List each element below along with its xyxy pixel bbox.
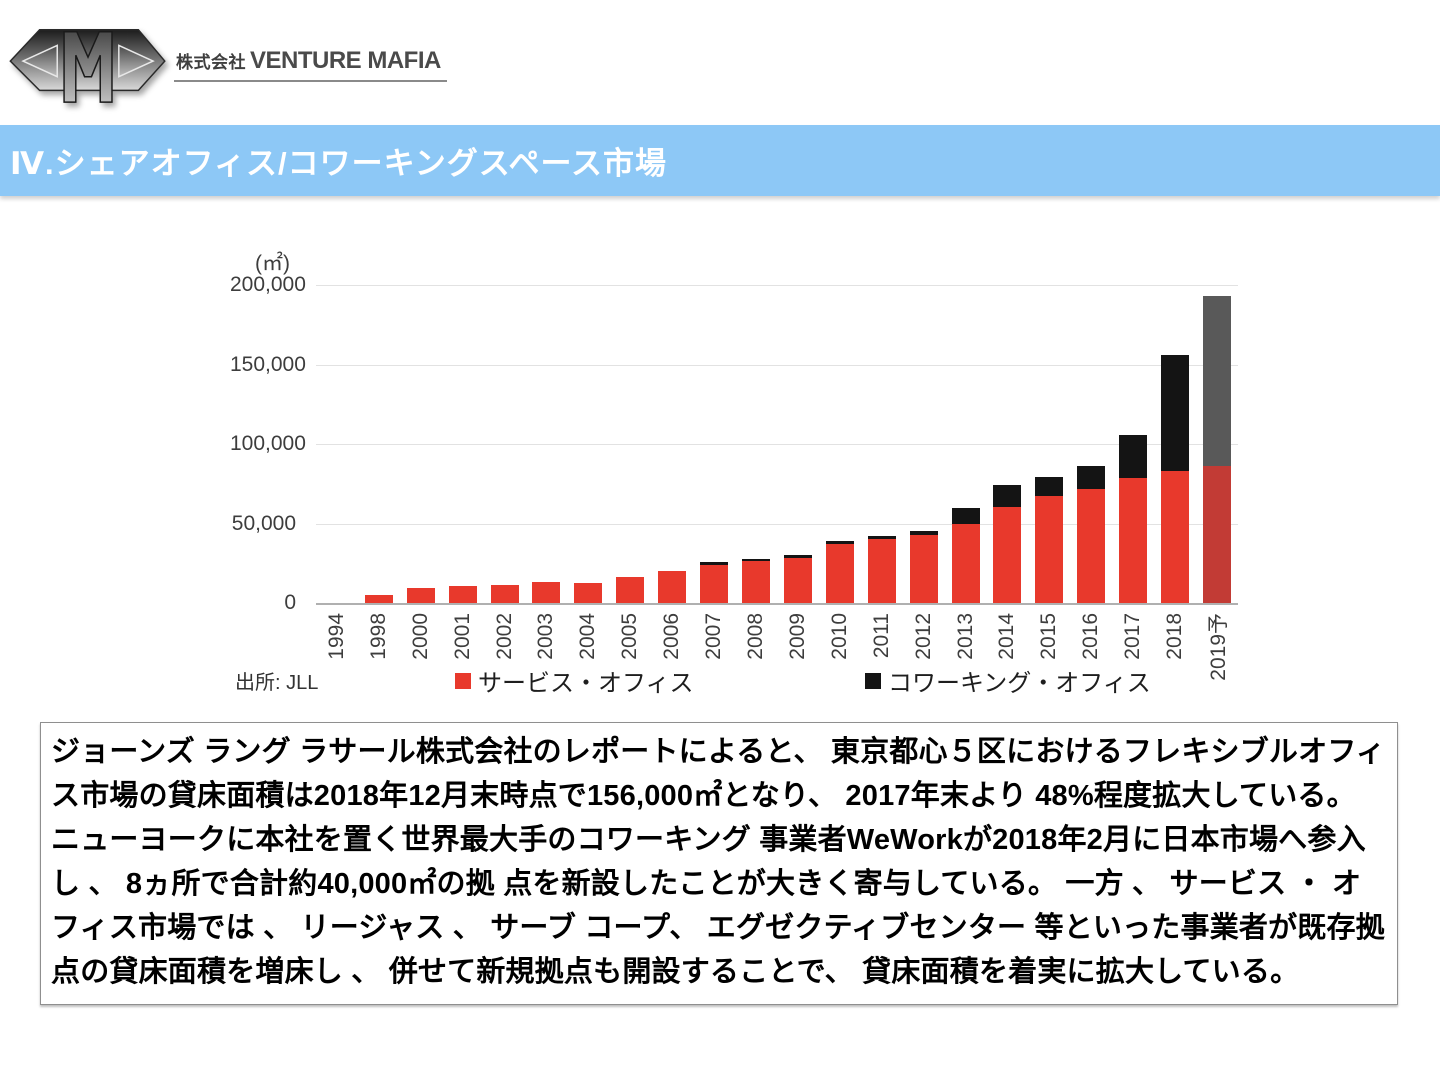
stacked-bar-chart: (㎡) 1994 1998 2000 2001 2002 2003 2004 2005 2006… (230, 245, 1240, 717)
bar-2002 (484, 285, 526, 603)
bar-segment-コワーキング・オフィス (1202, 296, 1231, 467)
bar-segment-コワーキング・オフィス (742, 558, 771, 561)
bar-segment-コワーキング・オフィス (1077, 466, 1106, 489)
x-label-1998: 1998 (366, 613, 390, 660)
legend-item-coworking-office: コワーキング・オフィス (865, 663, 1151, 698)
bar-segment-サービス・オフィス (490, 584, 519, 603)
bar-2005 (609, 285, 651, 603)
bar-2019予 (1196, 285, 1238, 603)
x-label-1994: 1994 (324, 613, 348, 660)
bar-2018 (1154, 285, 1196, 603)
bar-segment-コワーキング・オフィス (951, 508, 980, 524)
footnote-box: ジョーンズ ラング ラサール株式会社のレポートによると、 東京都心５区におけるフ… (40, 722, 1398, 1005)
bar-segment-サービス・オフィス (1119, 478, 1148, 603)
bar-segment-コワーキング・オフィス (1119, 435, 1148, 479)
bar-segment-コワーキング・オフィス (909, 531, 938, 535)
logo-company-name: VENTURE MAFIA (250, 46, 441, 74)
section-title: Ⅳ.シェアオフィス/コワーキングスペース市場 (10, 146, 668, 181)
bar-2011 (861, 285, 903, 603)
gridline (316, 523, 1238, 525)
x-label-2019予: 2019予 (1206, 613, 1230, 681)
gridline (316, 285, 1238, 286)
y-tick-label: 150,000 (230, 352, 306, 376)
chart-source: 出所: JLL (235, 672, 319, 694)
bar-segment-サービス・オフィス (406, 587, 435, 603)
legend-swatch-red (455, 672, 471, 689)
legend-item-service-office: サービス・オフィス (455, 663, 694, 698)
x-label-2010: 2010 (827, 613, 851, 660)
bar-2009 (777, 285, 819, 603)
bars-row (316, 285, 1238, 603)
bar-2010 (819, 285, 861, 603)
bar-segment-サービス・オフィス (1077, 488, 1106, 603)
bar-segment-サービス・オフィス (909, 534, 938, 603)
x-label-2018: 2018 (1163, 613, 1187, 660)
bar-segment-サービス・オフィス (532, 582, 561, 603)
bar-2004 (567, 285, 609, 603)
gridline (316, 364, 1238, 366)
gridline (316, 444, 1238, 445)
plot-area (316, 285, 1238, 605)
bar-2008 (735, 285, 777, 603)
bar-segment-サービス・オフィス (1202, 466, 1231, 603)
bar-1998 (358, 285, 400, 603)
bar-2014 (987, 285, 1029, 603)
bar-segment-コワーキング・オフィス (867, 536, 896, 540)
bar-segment-コワーキング・オフィス (993, 484, 1022, 507)
bar-1994 (316, 285, 358, 603)
logo-company-prefix: 株式会社 (176, 52, 246, 72)
bar-segment-サービス・オフィス (658, 571, 687, 603)
legend-label: コワーキング・オフィス (888, 670, 1151, 697)
bar-segment-サービス・オフィス (783, 557, 812, 603)
bar-2012 (903, 285, 945, 603)
legend-swatch-black (865, 672, 881, 689)
footnote-text: ジョーンズ ラング ラサール株式会社のレポートによると、 東京都心５区におけるフ… (51, 736, 1386, 988)
bar-2003 (526, 285, 568, 603)
bar-2015 (1028, 285, 1070, 603)
bar-segment-コワーキング・オフィス (825, 541, 854, 545)
bar-2000 (400, 285, 442, 603)
bar-2013 (945, 285, 987, 603)
bar-segment-サービス・オフィス (616, 576, 645, 603)
y-tick-label: 100,000 (230, 432, 306, 455)
y-tick-label: 0 (284, 591, 296, 614)
bar-segment-サービス・オフィス (825, 544, 854, 603)
bar-segment-サービス・オフィス (700, 564, 729, 603)
bar-segment-サービス・オフィス (1035, 496, 1064, 603)
bar-segment-コワーキング・オフィス (1161, 354, 1190, 472)
legend-label: サービス・オフィス (478, 670, 694, 697)
bar-segment-サービス・オフィス (1161, 471, 1190, 603)
x-label-2000: 2000 (408, 613, 432, 660)
bar-segment-サービス・オフィス (993, 506, 1022, 603)
bar-2001 (442, 285, 484, 603)
bar-segment-サービス・オフィス (364, 595, 393, 603)
bar-segment-コワーキング・オフィス (700, 562, 729, 565)
x-label-2008: 2008 (744, 613, 768, 660)
bar-segment-サービス・オフィス (742, 560, 771, 603)
logo-row: 株式会社 VENTURE MAFIA (8, 18, 447, 110)
bar-2017 (1112, 285, 1154, 603)
bar-segment-コワーキング・オフィス (783, 554, 812, 558)
x-label-2007: 2007 (702, 613, 726, 660)
bar-2007 (693, 285, 735, 603)
bar-2006 (651, 285, 693, 603)
bar-segment-サービス・オフィス (448, 585, 477, 603)
bar-segment-サービス・オフィス (574, 583, 603, 603)
y-axis-unit-label: (㎡) (255, 252, 290, 275)
x-label-2009: 2009 (785, 613, 809, 660)
bar-segment-コワーキング・オフィス (1035, 476, 1064, 497)
y-tick-label: 50,000 (231, 511, 296, 535)
y-tick-label: 200,000 (230, 273, 306, 296)
venture-mafia-logo-icon (9, 29, 166, 103)
bar-segment-サービス・オフィス (867, 539, 896, 603)
bar-segment-サービス・オフィス (951, 523, 980, 603)
section-title-bar: Ⅳ.シェアオフィス/コワーキングスペース市場 (0, 125, 1440, 196)
logo-text: 株式会社 VENTURE MAFIA (174, 47, 447, 82)
bar-2016 (1070, 285, 1112, 603)
